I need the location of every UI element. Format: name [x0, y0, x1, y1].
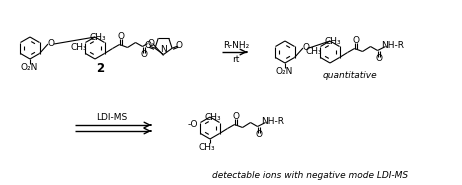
- Text: O: O: [232, 112, 239, 121]
- Text: CH₃: CH₃: [199, 142, 215, 152]
- Text: O: O: [48, 40, 55, 48]
- Text: O: O: [375, 54, 382, 63]
- Text: O: O: [145, 41, 152, 50]
- Text: quantitative: quantitative: [322, 70, 377, 80]
- Text: O: O: [117, 32, 124, 41]
- Text: O₂N: O₂N: [20, 63, 38, 71]
- Text: LDI-MS: LDI-MS: [96, 114, 127, 122]
- Text: O₂N: O₂N: [275, 66, 293, 75]
- Text: O: O: [303, 43, 310, 53]
- Text: detectable ions with negative mode LDI-MS: detectable ions with negative mode LDI-M…: [212, 171, 408, 179]
- Text: O: O: [140, 50, 147, 59]
- Text: O: O: [255, 130, 262, 139]
- Text: R-NH₂: R-NH₂: [223, 41, 249, 50]
- Text: CH₃: CH₃: [70, 43, 87, 52]
- Text: -O: -O: [187, 120, 198, 129]
- Text: CH₃: CH₃: [204, 113, 221, 122]
- Text: NH-R: NH-R: [261, 117, 284, 126]
- Text: rt: rt: [232, 55, 240, 63]
- Text: 2: 2: [96, 63, 104, 75]
- Text: NH-R: NH-R: [381, 41, 404, 50]
- Text: CH₃: CH₃: [324, 37, 341, 46]
- Text: CH₃: CH₃: [305, 47, 322, 56]
- Text: O: O: [147, 39, 154, 48]
- Text: O: O: [176, 41, 182, 50]
- Text: CH₃: CH₃: [89, 33, 106, 42]
- Text: O: O: [352, 36, 359, 45]
- Text: N: N: [160, 45, 167, 54]
